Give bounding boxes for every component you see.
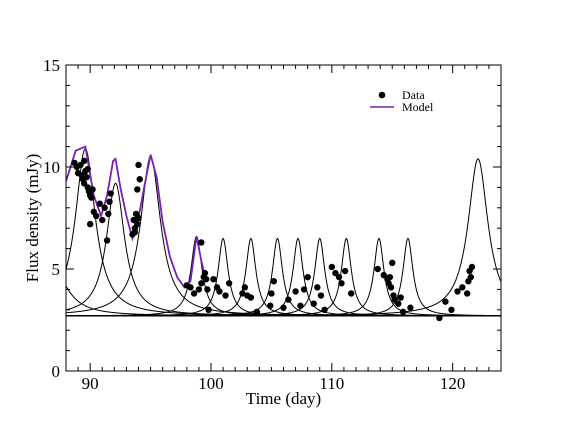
x-axis-label: Time (day) — [246, 389, 321, 408]
data-point — [93, 212, 100, 220]
data-point — [83, 174, 90, 181]
y-axis-ticks: 0 5 10 15 — [43, 56, 501, 381]
data-point — [201, 269, 209, 277]
data-point — [101, 204, 108, 211]
data-point — [335, 273, 343, 281]
data-point — [341, 267, 349, 275]
data-point — [436, 314, 443, 322]
data-point — [321, 306, 328, 313]
data-point — [328, 263, 336, 271]
data-point — [241, 284, 249, 291]
data-point — [96, 200, 104, 207]
x-tick-label: 100 — [198, 374, 224, 393]
data-point — [135, 214, 142, 222]
legend-model-label: Model — [402, 100, 434, 114]
y-tick-label: 10 — [43, 158, 60, 177]
data-point — [268, 290, 275, 297]
data-point — [292, 288, 299, 295]
y-tick-label: 0 — [52, 362, 61, 381]
legend-data-marker — [378, 91, 386, 99]
data-point — [407, 304, 414, 311]
data-point — [204, 286, 211, 293]
data-point — [467, 273, 474, 281]
data-point — [80, 157, 88, 165]
data-point — [442, 298, 449, 305]
data-point — [399, 308, 407, 316]
data-point — [77, 161, 84, 169]
data-point — [253, 308, 261, 316]
data-point — [239, 290, 246, 297]
data-point — [134, 186, 141, 193]
data-point — [78, 171, 85, 179]
data-point — [285, 296, 292, 303]
data-point — [99, 216, 106, 224]
data-point — [134, 220, 141, 228]
data-point — [198, 239, 205, 246]
data-point — [225, 280, 233, 287]
data-point — [386, 273, 394, 281]
x-tick-label: 120 — [440, 374, 466, 393]
data-point — [135, 161, 142, 169]
data-point — [202, 276, 210, 283]
data-point — [314, 284, 321, 291]
data-point — [397, 294, 404, 301]
data-point — [136, 176, 143, 183]
x-axis-ticks: 90 100 110 120 — [65, 65, 502, 393]
x-tick-label: 90 — [82, 374, 99, 393]
data-point — [387, 284, 395, 291]
data-point — [84, 165, 91, 173]
data-point — [187, 284, 194, 291]
data-point — [297, 302, 304, 309]
data-point — [80, 180, 88, 187]
data-point — [106, 198, 113, 205]
data-point — [210, 276, 217, 283]
y-tick-label: 5 — [52, 260, 61, 279]
component-curves — [66, 148, 501, 317]
data-point — [304, 273, 311, 281]
data-point — [267, 302, 274, 309]
component-curve-1 — [66, 285, 501, 317]
data-point — [448, 306, 455, 313]
data-point — [222, 292, 229, 299]
data-point — [347, 290, 355, 297]
data-point — [216, 288, 223, 295]
data-point — [310, 300, 317, 307]
data-point — [198, 280, 205, 287]
data-point — [86, 220, 94, 228]
data-point — [190, 290, 198, 297]
data-point — [270, 278, 278, 285]
data-point — [374, 265, 381, 273]
data-point — [280, 304, 287, 311]
data-point — [338, 280, 345, 287]
y-axis-label: Flux density (mJy) — [23, 154, 42, 282]
data-point — [300, 286, 308, 293]
data-point — [380, 271, 387, 279]
y-tick-label: 15 — [43, 56, 60, 75]
data-point — [468, 263, 476, 271]
component-curve-3 — [66, 182, 501, 317]
data-point — [195, 286, 203, 293]
data-point — [454, 288, 461, 295]
data-points — [71, 157, 476, 322]
data-point — [105, 210, 112, 218]
data-point — [131, 229, 139, 236]
data-point — [389, 259, 396, 267]
data-point — [103, 237, 111, 244]
data-point — [317, 292, 325, 299]
data-point — [88, 194, 95, 201]
legend-data-label: Data — [402, 88, 425, 102]
data-point — [463, 290, 471, 297]
data-point — [459, 284, 466, 291]
data-point — [395, 300, 402, 307]
x-tick-label: 110 — [319, 374, 344, 393]
legend: Data Model — [370, 88, 434, 114]
data-point — [205, 306, 212, 313]
data-point — [89, 186, 96, 193]
data-point — [247, 294, 255, 301]
data-point — [107, 190, 114, 197]
